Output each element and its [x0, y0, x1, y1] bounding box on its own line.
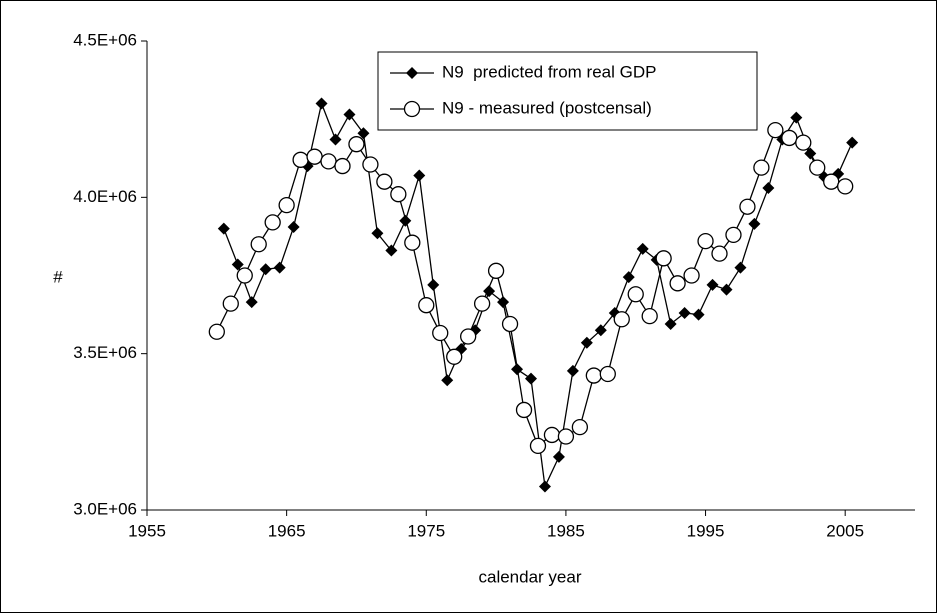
circle-marker [403, 100, 421, 118]
diamond-marker [664, 317, 677, 330]
circle-marker [543, 426, 561, 444]
diamond-marker [371, 227, 384, 240]
diamond-marker [706, 278, 719, 291]
diamond-marker [217, 222, 230, 235]
diamond-marker [552, 450, 565, 463]
circle-marker [599, 365, 616, 383]
x-tick-label: 1955 [128, 521, 166, 540]
circle-marker [795, 134, 812, 151]
diamond-marker [720, 283, 733, 296]
circle-marker [264, 214, 281, 231]
circle-marker [236, 267, 253, 284]
circle-marker [767, 121, 784, 139]
diamond-marker [734, 261, 747, 274]
circle-marker [418, 297, 435, 314]
diamond-marker [406, 67, 418, 79]
circle-marker [753, 159, 770, 176]
diamond-marker [287, 221, 300, 234]
x-tick-label: 1985 [547, 521, 585, 540]
diamond-marker [594, 324, 607, 337]
diamond-marker [427, 278, 440, 291]
legend-box [377, 51, 758, 131]
circle-marker [376, 173, 393, 190]
legend-label: N9 - measured (postcensal) [442, 98, 652, 117]
circle-marker [446, 348, 463, 365]
circle-marker [641, 307, 658, 325]
diamond-marker [329, 133, 342, 146]
circle-marker [809, 159, 826, 176]
y-tick-label: 3.0E+06 [73, 499, 137, 518]
circle-marker [515, 401, 533, 419]
circle-marker [697, 232, 714, 250]
circle-marker [222, 295, 239, 312]
circle-marker [725, 226, 742, 244]
x-tick-label: 1995 [687, 521, 725, 540]
circle-marker [473, 295, 491, 312]
diamond-marker [566, 364, 579, 377]
circle-marker [627, 286, 644, 303]
circle-marker [404, 234, 421, 251]
circle-marker [585, 367, 602, 384]
circle-marker [781, 129, 798, 147]
diamond-marker [259, 263, 272, 276]
circle-marker [208, 323, 225, 340]
diamond-marker [622, 271, 635, 284]
diamond-marker [580, 336, 593, 349]
circle-marker [487, 262, 505, 279]
diamond-marker [497, 296, 510, 309]
circle-marker [683, 267, 700, 284]
y-tick-label: 4.5E+06 [73, 30, 137, 49]
circle-marker [320, 153, 337, 170]
circle-marker [432, 324, 449, 342]
circle-marker [278, 196, 295, 214]
x-axis-title: calendar year [478, 567, 581, 586]
circle-marker [306, 148, 323, 165]
legend-label: N9 predicted from real GDP [442, 62, 656, 81]
diamond-marker [315, 97, 328, 110]
circle-marker [292, 151, 309, 168]
diamond-marker [790, 111, 803, 124]
circle-marker [334, 157, 351, 175]
x-tick-label: 1965 [268, 521, 306, 540]
diamond-marker [441, 374, 454, 387]
diamond-marker [273, 261, 286, 274]
circle-marker [837, 178, 854, 195]
series-line [223, 101, 853, 489]
circle-marker [529, 437, 547, 455]
circle-marker [571, 418, 589, 436]
diamond-marker [385, 244, 398, 257]
circle-marker [348, 136, 365, 153]
circle-marker [250, 236, 267, 253]
diamond-marker [636, 242, 649, 255]
diamond-marker [846, 136, 859, 149]
circle-marker [557, 428, 575, 445]
circle-marker [390, 186, 407, 203]
diamond-marker [525, 372, 537, 385]
circle-marker [669, 275, 686, 292]
circle-marker [739, 198, 756, 215]
diamond-marker [678, 307, 691, 320]
diamond-marker [762, 181, 775, 194]
x-tick-label: 1975 [407, 521, 445, 540]
circle-marker [823, 173, 840, 190]
circle-marker [711, 245, 728, 262]
circle-marker [501, 315, 519, 333]
diamond-marker [357, 127, 370, 140]
diamond-marker [343, 108, 356, 121]
diamond-marker [538, 480, 551, 493]
y-tick-label: 3.5E+06 [73, 343, 137, 362]
diamond-marker [748, 217, 761, 230]
diamond-marker [231, 258, 244, 271]
circle-marker [362, 156, 379, 173]
y-axis-title: # [53, 267, 63, 286]
x-tick-label: 2005 [826, 521, 864, 540]
circle-marker [613, 311, 630, 328]
diamond-marker [245, 296, 258, 309]
circle-marker [460, 328, 477, 345]
circle-marker [655, 250, 672, 267]
diamond-marker [413, 169, 426, 182]
y-tick-label: 4.0E+06 [73, 187, 137, 206]
diamond-marker [692, 308, 705, 321]
